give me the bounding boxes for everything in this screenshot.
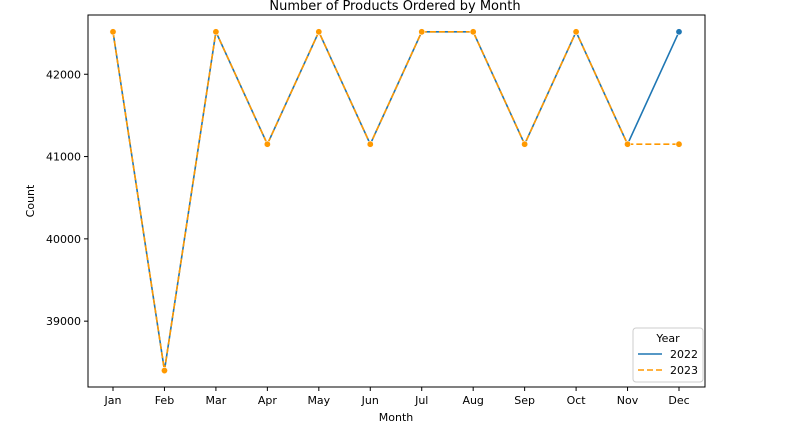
data-point-2023	[160, 367, 168, 375]
data-point-2023	[315, 28, 323, 36]
series-layer	[109, 28, 683, 375]
data-point-2023	[212, 28, 220, 36]
x-tick-label: Mar	[206, 394, 227, 407]
plot-area	[87, 14, 706, 388]
x-tick-label: Oct	[567, 394, 587, 407]
x-axis-label: Month	[379, 411, 414, 424]
x-tick-label: Jul	[414, 394, 428, 407]
chart-title: Number of Products Ordered by Month	[269, 0, 520, 14]
series-line-2023	[112, 29, 679, 371]
legend-label-2023: 2023	[670, 364, 698, 377]
x-tick-label: Feb	[155, 394, 174, 407]
y-tick-label: 39000	[46, 315, 81, 328]
data-point-2023	[624, 140, 632, 148]
x-tick-label: Apr	[258, 394, 278, 407]
data-point-2023	[675, 140, 683, 148]
data-point-2023	[572, 28, 580, 36]
data-point-2023	[418, 28, 426, 36]
data-point-2023	[109, 28, 117, 36]
x-tick-label: Jun	[361, 394, 379, 407]
data-point-2023	[469, 28, 477, 36]
data-point-2022	[675, 28, 683, 36]
x-tick-label: Aug	[462, 394, 483, 407]
legend: Year 2022 2023	[632, 327, 704, 383]
data-point-2023	[521, 140, 529, 148]
x-tick-label: Jan	[104, 394, 122, 407]
x-tick-label: Dec	[668, 394, 689, 407]
x-axis: Jan Feb Mar Apr May Jun Jul Aug Sep Oct Nov Dec	[104, 387, 690, 407]
y-tick-label: 41000	[46, 151, 81, 164]
data-point-2023	[263, 140, 271, 148]
legend-label-2022: 2022	[670, 348, 698, 361]
y-axis-label: Count	[24, 184, 37, 217]
x-tick-label: May	[307, 394, 330, 407]
series-line-2022	[112, 29, 680, 371]
y-tick-label: 42000	[46, 68, 81, 81]
x-tick-label: Sep	[514, 394, 535, 407]
legend-title: Year	[655, 332, 680, 345]
x-tick-label: Nov	[617, 394, 639, 407]
y-axis: 39000 40000 41000 42000	[46, 68, 88, 328]
legend-box	[632, 327, 704, 383]
y-tick-label: 40000	[46, 233, 81, 246]
data-point-2023	[366, 140, 374, 148]
